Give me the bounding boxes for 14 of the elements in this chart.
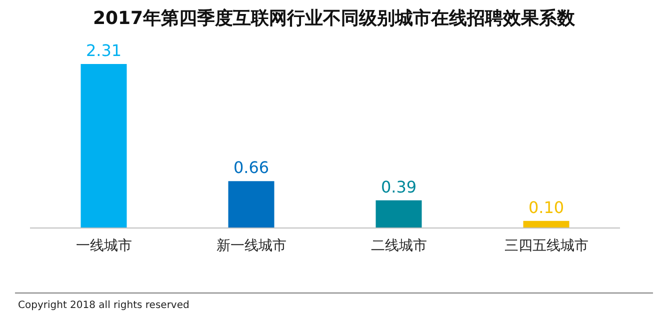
data-label: 0.39 [380, 177, 417, 196]
bar [523, 220, 570, 228]
text: Copyright 2018 all rights reserved [18, 300, 190, 311]
x-tick-label: 一线城市 [76, 238, 132, 254]
data-label: 2.31 [86, 41, 122, 60]
bar [80, 64, 127, 228]
x-tick-label: 新一线城市 [216, 238, 286, 254]
x-tick-label: 三四五线城市 [504, 238, 588, 254]
data-label: 0.10 [528, 198, 564, 217]
bar [228, 181, 274, 228]
x-tick-label: 二线城市 [370, 238, 427, 254]
data-label: 0.66 [233, 158, 270, 178]
bar [376, 200, 422, 228]
chart-title: 2017年第四季度互联网行业不同级别城市在线招聘效果系数 [92, 8, 576, 29]
